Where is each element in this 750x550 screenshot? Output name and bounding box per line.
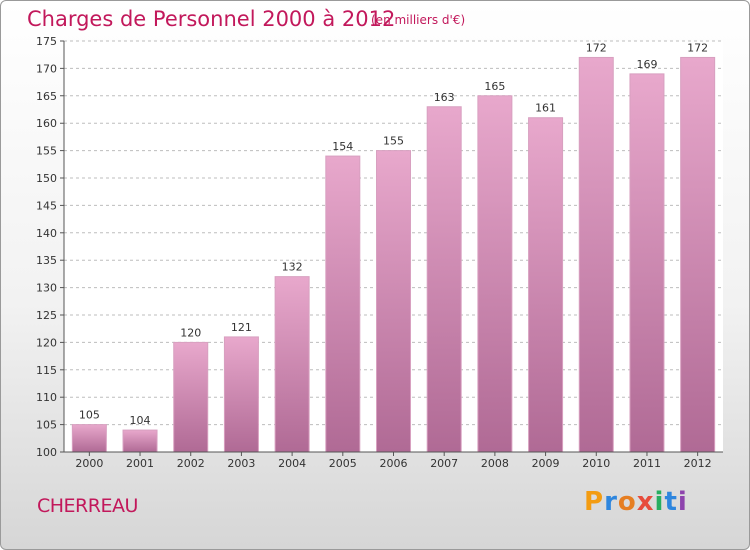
bar	[274, 276, 310, 453]
logo-letter: r	[604, 487, 618, 517]
bar	[376, 150, 411, 453]
x-tick-label: 2000	[75, 457, 103, 470]
y-tick-label: 130	[36, 282, 57, 295]
data-label: 161	[535, 102, 556, 115]
x-tick-label: 2006	[380, 457, 408, 470]
logo-letter: P	[584, 487, 605, 517]
data-label: 104	[130, 414, 151, 427]
bar	[578, 56, 614, 453]
x-tick-label: 2003	[227, 457, 255, 470]
x-tick-label: 2001	[126, 457, 154, 470]
x-tick-label: 2007	[430, 457, 458, 470]
x-tick-label: 2004	[278, 457, 306, 470]
logo-letter: i	[677, 487, 688, 517]
y-tick-label: 110	[36, 391, 57, 404]
bar	[477, 95, 513, 453]
commune-name: CHERREAU	[37, 495, 138, 517]
bar	[325, 155, 361, 453]
y-tick-label: 135	[36, 254, 57, 267]
bar	[680, 56, 716, 453]
x-tick-label: 2012	[684, 457, 712, 470]
proxiti-logo[interactable]: Proxiti	[584, 487, 688, 517]
logo-letter: x	[636, 487, 655, 517]
x-tick-label: 2011	[633, 457, 661, 470]
data-label: 165	[484, 80, 505, 93]
data-label: 172	[586, 41, 607, 54]
bar	[122, 429, 158, 453]
y-tick-label: 155	[36, 145, 57, 158]
y-tick-label: 150	[36, 172, 57, 185]
logo-letter: t	[664, 487, 678, 517]
data-label: 172	[687, 41, 708, 54]
bar	[629, 73, 665, 453]
y-tick-label: 115	[36, 364, 57, 377]
data-label: 120	[180, 326, 201, 339]
x-tick-label: 2008	[481, 457, 509, 470]
y-tick-label: 105	[36, 419, 57, 432]
bar	[173, 341, 209, 453]
y-tick-label: 140	[36, 227, 57, 240]
y-tick-label: 175	[36, 35, 57, 48]
x-tick-label: 2005	[329, 457, 357, 470]
data-label: 155	[383, 135, 404, 148]
bar	[223, 336, 259, 453]
bar	[426, 106, 462, 453]
data-label: 121	[231, 321, 252, 334]
y-tick-label: 120	[36, 336, 57, 349]
data-label: 163	[434, 91, 455, 104]
y-tick-label: 100	[36, 446, 57, 459]
y-tick-label: 170	[36, 62, 57, 75]
bar	[71, 424, 107, 453]
chart-title: Charges de Personnel 2000 à 2012	[27, 7, 396, 31]
y-tick-label: 165	[36, 90, 57, 103]
x-tick-label: 2009	[532, 457, 560, 470]
data-label: 154	[332, 140, 353, 153]
data-label: 169	[636, 58, 657, 71]
unit-note: (en milliers d'€)	[371, 13, 466, 27]
bar	[528, 117, 564, 453]
data-label: 105	[79, 409, 100, 422]
data-label: 132	[282, 261, 303, 274]
x-tick-label: 2002	[177, 457, 205, 470]
y-tick-label: 145	[36, 199, 57, 212]
logo-letter: i	[654, 487, 665, 517]
x-tick-label: 2010	[582, 457, 610, 470]
y-tick-label: 125	[36, 309, 57, 322]
logo-letter: o	[617, 487, 637, 517]
y-tick-label: 160	[36, 117, 57, 130]
